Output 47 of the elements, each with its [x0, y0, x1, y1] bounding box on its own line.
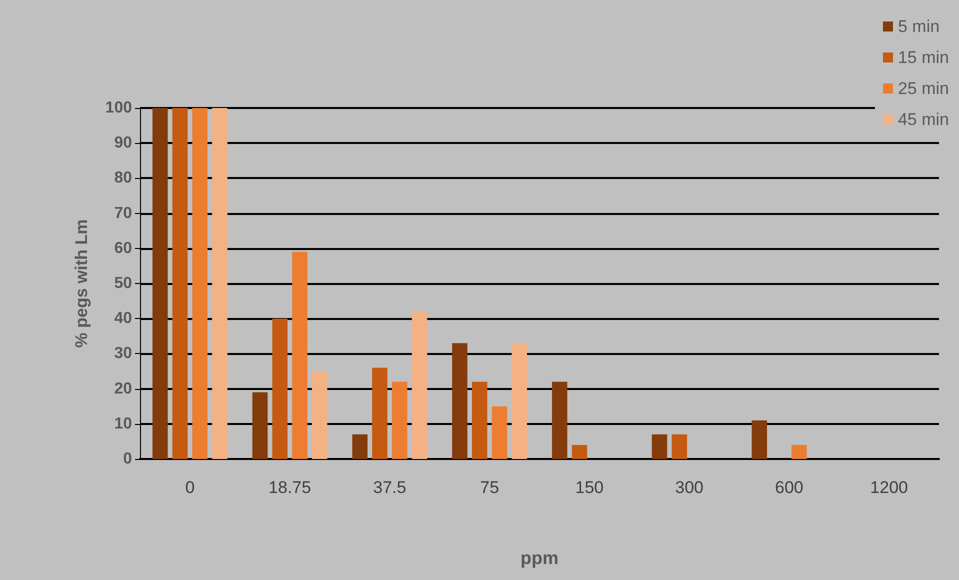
y-tick-label: 0 [123, 450, 132, 468]
bar [192, 108, 208, 459]
bar [412, 312, 428, 459]
bar [292, 252, 308, 459]
y-tick-label: 50 [114, 275, 132, 292]
x-tick-label: 150 [575, 478, 604, 497]
x-tick-label: 600 [775, 478, 804, 497]
bar [172, 108, 188, 459]
y-tick-label: 100 [105, 100, 132, 116]
bar [472, 382, 488, 459]
bar [212, 108, 228, 459]
y-tick-label: 40 [114, 310, 132, 328]
x-tick-label: 1200 [870, 478, 908, 497]
bar [672, 434, 688, 459]
y-tick-label: 20 [114, 380, 132, 398]
legend-label: 15 min [898, 48, 950, 67]
x-tick-label: 75 [480, 478, 500, 497]
legend-label: 5 min [898, 17, 940, 36]
y-tick-label: 70 [114, 204, 132, 222]
y-tick-label: 60 [114, 240, 132, 257]
bar [312, 371, 328, 459]
x-axis-title: ppm [520, 548, 558, 568]
bar [152, 108, 168, 459]
bar [452, 343, 468, 459]
x-tick-label: 37.5 [373, 478, 406, 497]
bar [272, 318, 288, 459]
y-tick-label: 80 [114, 170, 132, 187]
bar [512, 343, 528, 459]
bar [392, 382, 408, 459]
y-tick-label: 90 [114, 134, 132, 152]
y-tick-label: 10 [114, 415, 132, 432]
y-axis-title: % pegs with Lm [72, 219, 91, 348]
x-tick-label: 18.75 [268, 478, 312, 497]
bar [791, 444, 807, 459]
bar [752, 420, 768, 459]
bar [372, 368, 388, 459]
y-tick-label: 30 [114, 345, 132, 362]
x-tick-label: 0 [185, 478, 195, 497]
bar [552, 382, 568, 459]
legend-label: 25 min [898, 79, 950, 98]
bar [572, 444, 588, 459]
bar [352, 434, 368, 459]
bar [252, 392, 268, 459]
x-tick-label: 300 [675, 478, 704, 497]
legend-label: 45 min [898, 110, 950, 129]
bar [652, 434, 668, 459]
bar [492, 406, 508, 459]
